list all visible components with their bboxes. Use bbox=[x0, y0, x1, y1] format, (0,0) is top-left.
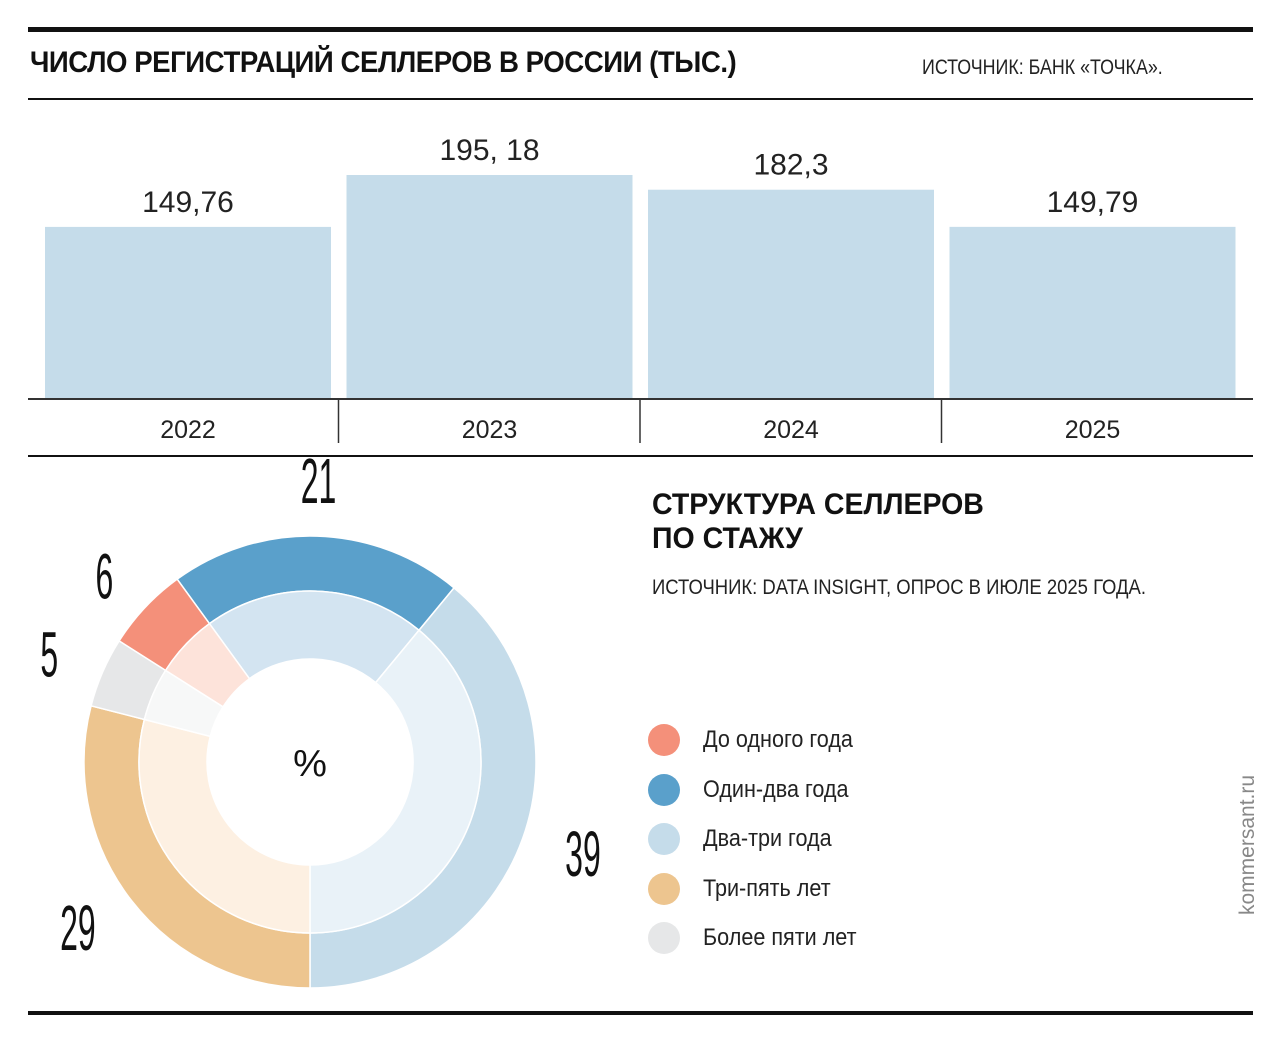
donut-value-label: 39 bbox=[565, 818, 601, 890]
bar-value-label: 195, 18 bbox=[439, 134, 539, 167]
bottom-rule bbox=[28, 1011, 1253, 1015]
legend-item: Три-пять лет bbox=[648, 872, 845, 905]
bar-value-label: 149,76 bbox=[142, 186, 234, 219]
section-rule bbox=[28, 455, 1253, 457]
donut-title-line: СТРУКТУРА СЕЛЛЕРОВ bbox=[652, 488, 984, 521]
legend-item: Один-два года bbox=[648, 773, 865, 806]
legend-swatch bbox=[648, 872, 680, 905]
bar-2023 bbox=[346, 175, 633, 398]
brand-watermark: kommersant.ru bbox=[1236, 774, 1259, 915]
donut-inner-slice bbox=[309, 629, 482, 934]
bar-2025 bbox=[949, 226, 1236, 398]
x-tick-label: 2025 bbox=[1065, 416, 1121, 444]
bar-chart-source: ИСТОЧНИК: БАНК «ТОЧКА». bbox=[922, 56, 1163, 79]
donut-value-label: 29 bbox=[60, 892, 96, 964]
donut-value-label: 6 bbox=[96, 540, 114, 612]
x-tick-label: 2023 bbox=[462, 416, 518, 444]
legend-label: Более пяти лет bbox=[703, 924, 857, 951]
legend-label: До одного года bbox=[703, 726, 853, 753]
bar-2024 bbox=[648, 189, 934, 398]
legend-item: До одного года bbox=[648, 724, 870, 756]
top-rule bbox=[28, 27, 1253, 32]
bar-2022 bbox=[45, 226, 331, 398]
bar-value-label: 149,79 bbox=[1047, 186, 1139, 219]
donut-value-label: 5 bbox=[40, 618, 58, 690]
legend-swatch bbox=[648, 724, 680, 756]
donut-title-line: ПО СТАЖУ bbox=[652, 522, 803, 555]
x-tick-label: 2022 bbox=[160, 416, 216, 444]
donut-inner-slice bbox=[164, 622, 251, 708]
x-tick-label: 2024 bbox=[763, 416, 819, 444]
bar-chart-title: ЧИСЛО РЕГИСТРАЦИЙ СЕЛЛЕРОВ В РОССИИ (ТЫС… bbox=[30, 46, 737, 79]
legend-swatch bbox=[648, 922, 680, 954]
legend-item: Два-три года bbox=[648, 823, 846, 855]
donut-title: СТРУКТУРА СЕЛЛЕРОВ ПО СТАЖУ bbox=[652, 488, 984, 556]
donut-value-label: 21 bbox=[301, 445, 337, 517]
donut-inner-slice bbox=[138, 718, 311, 934]
legend-item: Более пяти лет bbox=[648, 922, 874, 954]
legend-label: Три-пять лет bbox=[703, 874, 831, 902]
bar-value-label: 182,3 bbox=[753, 149, 828, 182]
donut-center-label: % bbox=[293, 743, 327, 785]
legend-label: Один-два года bbox=[703, 775, 849, 803]
legend-label: Два-три года bbox=[703, 825, 832, 852]
legend-swatch bbox=[648, 823, 680, 855]
legend-swatch bbox=[648, 773, 680, 806]
donut-source: ИСТОЧНИК: DATA INSIGHT, ОПРОС В ИЮЛЕ 202… bbox=[652, 576, 1147, 599]
title-rule bbox=[28, 98, 1253, 100]
